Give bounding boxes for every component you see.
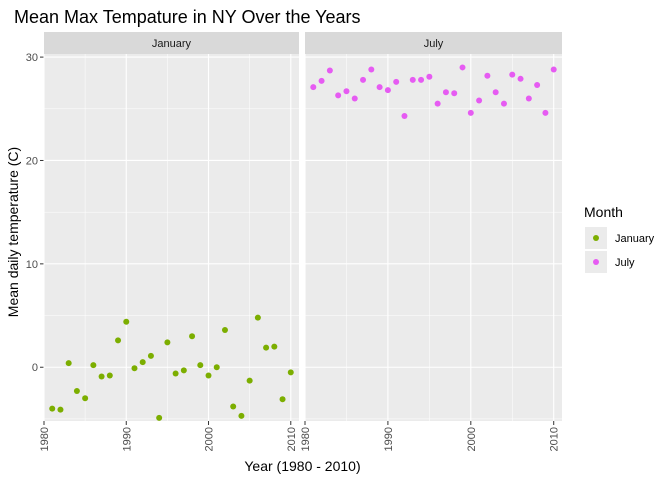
data-point-january: [57, 406, 64, 413]
data-point-january: [180, 367, 187, 374]
data-point-july: [442, 89, 449, 96]
x-tick-label: 1980: [300, 427, 312, 451]
data-point-july: [343, 88, 350, 95]
data-point-january: [49, 405, 56, 412]
data-point-july: [418, 76, 425, 83]
facet-strip-label: January: [152, 38, 192, 50]
data-point-july: [368, 66, 375, 73]
facet-strip: [44, 32, 299, 54]
x-tick-label: 2000: [466, 427, 478, 451]
data-point-january: [254, 314, 261, 321]
legend-key-january: [593, 235, 599, 241]
data-point-july: [484, 72, 491, 79]
data-point-january: [279, 396, 286, 403]
data-point-january: [205, 372, 212, 379]
data-point-january: [115, 337, 122, 344]
chart-title: Mean Max Tempature in NY Over the Years: [14, 7, 361, 27]
x-tick-label: 2010: [549, 427, 561, 451]
data-point-january: [90, 362, 97, 369]
data-point-july: [318, 77, 325, 84]
panel-background: [305, 54, 562, 421]
y-axis-title: Mean daily temperature (C): [5, 147, 21, 317]
data-point-july: [459, 64, 466, 71]
y-tick-label: 20: [26, 155, 38, 167]
x-tick-label: 1990: [121, 427, 133, 451]
y-tick-label: 30: [26, 52, 38, 64]
legend-title: Month: [584, 204, 623, 220]
data-point-january: [139, 359, 146, 366]
data-point-january: [263, 344, 270, 351]
data-point-january: [246, 377, 253, 384]
data-point-july: [534, 82, 541, 89]
data-point-july: [467, 109, 474, 116]
data-point-january: [98, 373, 105, 380]
data-point-january: [172, 370, 179, 377]
x-tick-label: 1980: [39, 427, 51, 451]
data-point-january: [287, 369, 294, 376]
data-point-january: [147, 352, 154, 359]
data-point-july: [451, 90, 458, 97]
data-point-january: [221, 327, 228, 334]
legend-label-july: July: [615, 257, 635, 269]
data-point-january: [230, 403, 237, 410]
legend-key-july: [593, 259, 599, 265]
data-point-january: [189, 333, 196, 340]
data-point-july: [426, 73, 433, 80]
legend: Month January July: [584, 204, 655, 273]
data-point-july: [509, 71, 516, 78]
x-tick-label: 1990: [383, 427, 395, 451]
data-point-january: [123, 318, 130, 325]
data-point-july: [351, 95, 358, 102]
data-point-january: [106, 372, 113, 379]
data-point-january: [82, 395, 89, 402]
data-point-january: [65, 360, 72, 367]
data-point-july: [517, 75, 524, 82]
data-point-july: [360, 76, 367, 83]
data-point-january: [156, 414, 163, 421]
data-point-july: [476, 97, 483, 104]
data-point-july: [310, 84, 317, 91]
data-point-january: [213, 364, 220, 371]
plot-area: 0 10 20 30 January 1980 1990 2000 2010 July 1980 19…: [26, 32, 562, 451]
data-point-january: [131, 365, 138, 372]
y-tick-label: 10: [26, 259, 38, 271]
data-point-july: [401, 113, 408, 120]
data-point-july: [326, 67, 333, 74]
facet-strip: [305, 32, 562, 54]
data-point-july: [542, 109, 549, 116]
y-tick-label: 0: [32, 362, 38, 374]
data-point-july: [492, 89, 499, 96]
legend-label-january: January: [615, 233, 655, 245]
data-point-july: [550, 66, 557, 73]
data-point-january: [197, 362, 204, 369]
x-tick-label: 2010: [286, 427, 298, 451]
x-tick-label: 2000: [204, 427, 216, 451]
data-point-july: [393, 78, 400, 85]
data-point-july: [384, 87, 391, 94]
data-point-july: [376, 84, 383, 91]
data-point-january: [238, 412, 245, 419]
data-point-july: [500, 100, 507, 107]
data-point-july: [335, 92, 342, 99]
x-axis-title: Year (1980 - 2010): [244, 458, 360, 474]
data-point-july: [409, 76, 416, 83]
data-point-july: [525, 95, 532, 102]
data-point-july: [434, 100, 441, 107]
facet-strip-label: July: [424, 38, 444, 50]
data-point-january: [271, 343, 278, 350]
panel-background: [44, 54, 299, 421]
data-point-january: [73, 388, 80, 395]
data-point-january: [164, 339, 171, 346]
